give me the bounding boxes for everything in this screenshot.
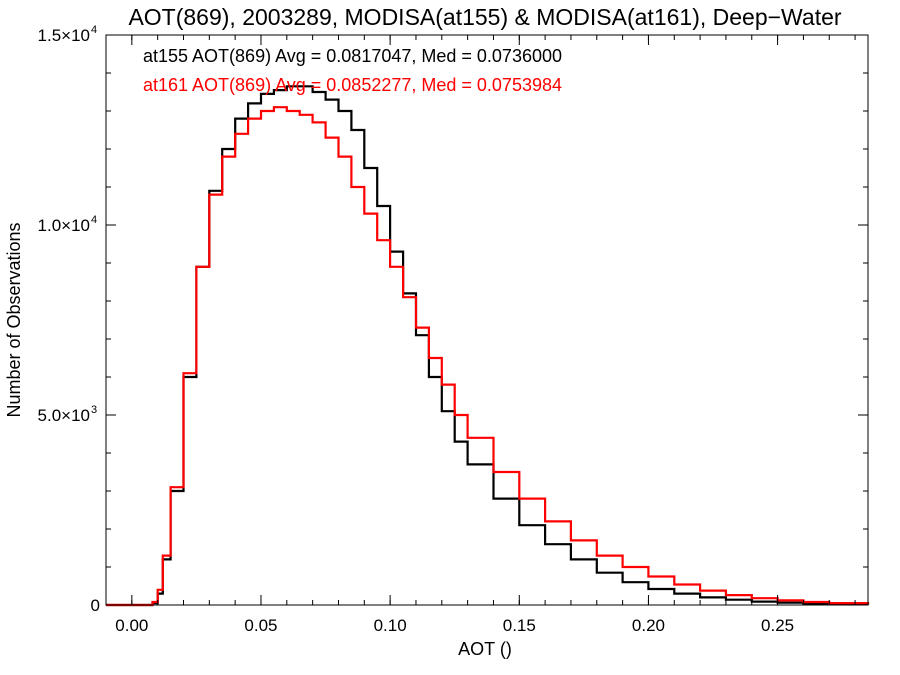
x-tick-label: 0.20 [632,616,665,635]
series-line-at155 [106,85,870,607]
y-tick-label: 1.0×10 [38,216,90,235]
y-tick-label: 1.5×10 [38,26,90,45]
x-tick-label: 0.00 [115,616,148,635]
y-tick-exponent: 4 [91,214,97,226]
plot-frame [105,34,869,606]
series-line-at161 [106,106,870,607]
y-tick-exponent: 4 [91,24,97,36]
legend-at161: at161 AOT(869) Avg = 0.0852277, Med = 0.… [143,75,562,95]
x-tick-label: 0.05 [244,616,277,635]
y-tick-label: 5.0×10 [38,406,90,425]
x-axis-label: AOT () [458,639,512,659]
x-tick-label: 0.10 [374,616,407,635]
x-tick-label: 0.25 [761,616,794,635]
y-tick-label: 0 [91,596,100,615]
y-tick-exponent: 3 [91,404,97,416]
y-axis-label: Number of Observations [4,222,24,417]
x-tick-label: 0.15 [503,616,536,635]
legend-at155: at155 AOT(869) Avg = 0.0817047, Med = 0.… [143,46,562,66]
chart-title: AOT(869), 2003289, MODISA(at155) & MODIS… [128,4,841,30]
